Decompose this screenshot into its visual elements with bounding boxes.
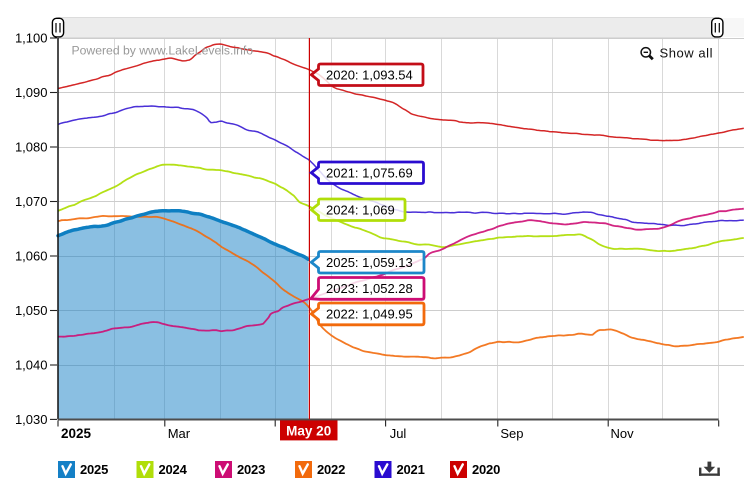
- svg-text:1,040: 1,040: [15, 358, 48, 373]
- svg-text:Powered by www.LakeLevels.info: Powered by www.LakeLevels.info: [72, 44, 254, 58]
- svg-text:1,060: 1,060: [15, 249, 48, 264]
- svg-text:Sep: Sep: [500, 426, 523, 441]
- svg-text:2023: 1,052.28: 2023: 1,052.28: [326, 281, 413, 296]
- svg-text:2025: 2025: [80, 462, 108, 477]
- svg-text:2020: 1,093.54: 2020: 1,093.54: [326, 67, 413, 82]
- svg-text:2025: 1,059.13: 2025: 1,059.13: [326, 255, 413, 270]
- svg-text:Jul: Jul: [390, 426, 407, 441]
- svg-text:Show all: Show all: [660, 46, 714, 61]
- svg-text:1,050: 1,050: [15, 303, 48, 318]
- svg-text:May 20: May 20: [286, 423, 331, 438]
- svg-text:2025: 2025: [61, 426, 92, 441]
- svg-text:1,070: 1,070: [15, 194, 48, 209]
- svg-text:1,080: 1,080: [15, 140, 48, 155]
- svg-text:2023: 2023: [237, 462, 265, 477]
- svg-text:1,100: 1,100: [15, 31, 48, 46]
- svg-text:1,090: 1,090: [15, 85, 48, 100]
- svg-text:Mar: Mar: [168, 426, 191, 441]
- svg-text:2021: 1,075.69: 2021: 1,075.69: [326, 165, 413, 180]
- svg-text:1,030: 1,030: [15, 412, 48, 427]
- svg-text:2024: 1,069: 2024: 1,069: [326, 202, 395, 217]
- svg-text:2022: 1,049.95: 2022: 1,049.95: [326, 307, 413, 322]
- svg-text:2022: 2022: [317, 462, 345, 477]
- svg-text:Nov: Nov: [611, 426, 635, 441]
- svg-text:2024: 2024: [159, 462, 188, 477]
- svg-text:2021: 2021: [397, 462, 425, 477]
- svg-text:2020: 2020: [472, 462, 500, 477]
